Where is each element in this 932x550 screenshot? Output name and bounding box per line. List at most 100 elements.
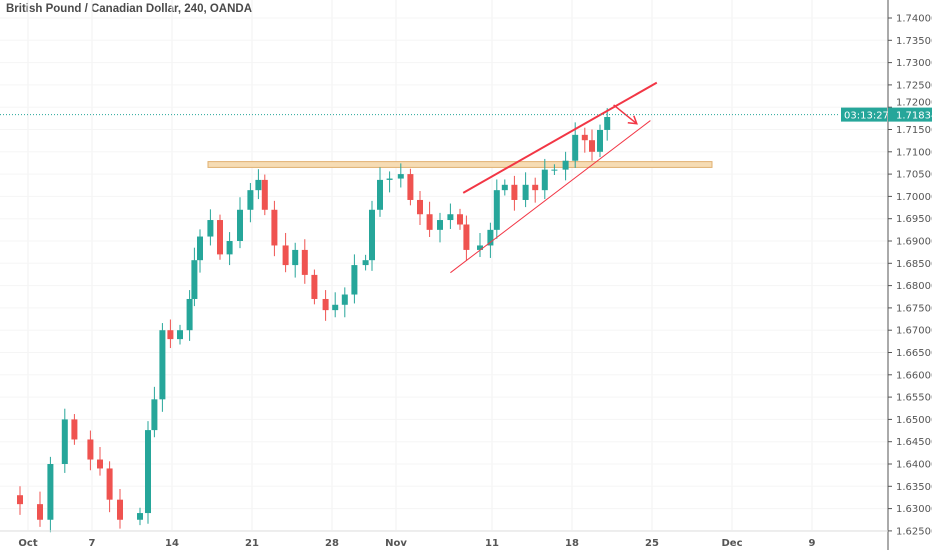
candle	[493, 179, 500, 239]
candle	[117, 488, 123, 529]
candle	[589, 129, 595, 161]
time-tick-label: 21	[245, 538, 259, 549]
resistance-zone	[207, 161, 713, 168]
price-tick-label: 1.63500	[896, 482, 932, 493]
price-tick-label: 1.67000	[896, 326, 932, 337]
candle-body	[377, 179, 383, 210]
candle-body	[589, 140, 595, 152]
time-tick-label: 25	[645, 538, 659, 549]
arrow-down-icon	[613, 104, 638, 125]
candle-body	[117, 499, 123, 520]
upper-trendline	[462, 81, 658, 194]
candle	[186, 290, 193, 341]
candle-body	[191, 260, 198, 299]
candle-body	[292, 249, 299, 266]
price-tick-label: 1.70500	[896, 170, 932, 181]
candle	[197, 229, 203, 273]
candle-body	[362, 260, 369, 266]
candle	[151, 386, 158, 438]
price-tick-label: 1.71500	[896, 125, 932, 136]
price-tick-label: 1.68500	[896, 259, 932, 270]
lower-trendline	[450, 120, 651, 274]
candle	[341, 287, 348, 318]
price-tick-label: 1.65000	[896, 415, 932, 426]
candle	[271, 200, 278, 257]
candle	[417, 191, 423, 225]
candle-body	[47, 464, 54, 520]
time-tick-label: 14	[165, 538, 179, 549]
candle	[191, 247, 198, 307]
candle-body	[97, 459, 103, 469]
candle	[377, 167, 383, 217]
candle-body	[301, 249, 308, 275]
price-tick-label: 1.67500	[896, 303, 932, 314]
candle	[255, 169, 262, 200]
candle	[397, 163, 404, 188]
chart-title: British Pound / Canadian Dollar, 240, OA…	[6, 3, 253, 15]
candle-body	[71, 419, 78, 440]
candle	[522, 172, 529, 208]
candle	[532, 177, 539, 203]
candle	[426, 201, 433, 237]
price-tick-label: 1.64000	[896, 460, 932, 471]
candle	[407, 168, 414, 206]
price-tick-label: 1.68000	[896, 281, 932, 292]
candle	[167, 319, 174, 349]
candle	[226, 232, 233, 266]
candle	[87, 430, 94, 471]
candle	[37, 491, 43, 527]
candle	[551, 164, 558, 175]
price-tick-label: 1.62500	[896, 526, 932, 537]
time-tick-label: Dec	[721, 538, 742, 549]
candle	[17, 486, 23, 515]
price-tick-label: 1.69500	[896, 214, 932, 225]
candle	[247, 183, 254, 223]
candle-body	[541, 169, 548, 191]
price-tick-label: 1.72500	[896, 80, 932, 91]
candle	[137, 507, 143, 526]
candle-body	[463, 224, 470, 250]
candle	[369, 200, 375, 271]
candle-body	[145, 430, 151, 514]
candle	[362, 254, 369, 271]
candle-body	[386, 178, 393, 180]
time-tick-label: 9	[809, 538, 816, 549]
price-tick-label: 1.74000	[896, 14, 932, 25]
candle-body	[493, 190, 500, 230]
candle-body	[604, 117, 611, 130]
candle	[47, 456, 54, 533]
candle	[311, 269, 318, 305]
candle-body	[197, 236, 203, 261]
candle	[292, 242, 299, 278]
candle-body	[369, 209, 375, 261]
candle-body	[159, 330, 166, 400]
candle-body	[487, 229, 494, 246]
candle-body	[87, 439, 94, 460]
candle-body	[457, 214, 463, 225]
price-tick-label: 1.69000	[896, 237, 932, 248]
time-tick-label: Oct	[18, 538, 37, 549]
countdown-badge	[841, 107, 887, 122]
time-tick-label: 11	[485, 538, 499, 549]
price-tick-label: 1.65500	[896, 393, 932, 404]
time-tick-label: 28	[325, 538, 339, 549]
price-tick-label: 1.64500	[896, 437, 932, 448]
candle	[207, 209, 214, 246]
price-tick-label: 1.70000	[896, 192, 932, 203]
candle	[61, 408, 68, 473]
candle-body	[282, 245, 289, 266]
candle	[477, 232, 483, 258]
candle-body	[447, 214, 454, 221]
candle	[322, 290, 329, 321]
candle-body	[151, 399, 158, 431]
candle	[282, 232, 289, 273]
candle	[261, 174, 268, 216]
candle-body	[426, 214, 433, 230]
candle-body	[417, 199, 423, 215]
candle-body	[137, 513, 143, 520]
price-tick-label: 1.71000	[896, 147, 932, 158]
candle-body	[407, 174, 414, 200]
price-tick-label: 1.66500	[896, 348, 932, 359]
